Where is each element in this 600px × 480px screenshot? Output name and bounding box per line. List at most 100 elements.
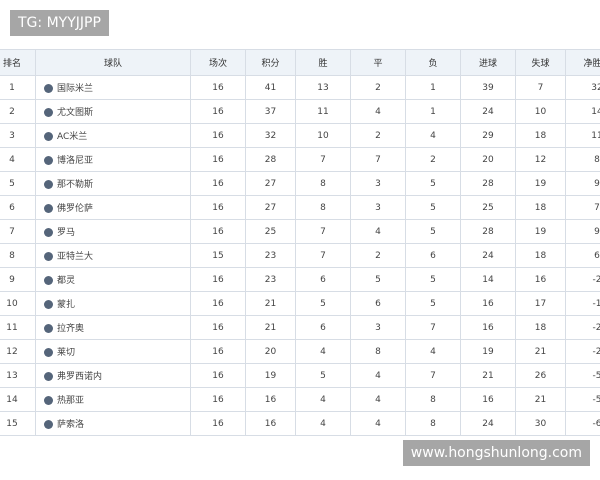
cell: 6 — [0, 195, 36, 220]
team-name: 热那亚 — [57, 396, 85, 406]
cell: 7 — [565, 195, 600, 220]
cell: 7 — [295, 219, 351, 244]
column-header: 积分 — [245, 49, 296, 76]
cell: 24 — [460, 99, 516, 124]
cell: 12 — [0, 339, 36, 364]
table-row: 2 尤文图斯 16371141241014 — [0, 99, 600, 124]
table-row: 6 佛罗伦萨 16 27 8 3 5 25 18 7 — [0, 195, 600, 220]
cell: 27 — [245, 171, 296, 196]
cell: 14 — [460, 267, 516, 292]
cell: 17 — [515, 291, 566, 316]
cell: 4 — [350, 99, 406, 124]
cell: 39 — [460, 75, 516, 100]
cell: 32 — [565, 75, 600, 100]
team-icon — [44, 348, 53, 357]
cell: 16 — [190, 219, 246, 244]
team-cell: 亚特兰大 — [35, 243, 191, 268]
cell: 18 — [515, 243, 566, 268]
cell: -1 — [565, 291, 600, 316]
cell: 15 — [0, 411, 36, 436]
cell: 25 — [460, 195, 516, 220]
cell: 2 — [405, 147, 461, 172]
team-name: 莱切 — [57, 348, 76, 358]
cell: -2 — [565, 315, 600, 340]
cell: 10 — [0, 291, 36, 316]
cell: 15 — [190, 243, 246, 268]
cell: 6 — [565, 243, 600, 268]
cell: 6 — [295, 267, 351, 292]
cell: 2 — [350, 243, 406, 268]
cell: 16 — [190, 147, 246, 172]
cell: 6 — [350, 291, 406, 316]
standings: 排名球队场次积分胜平负进球失球净胜球 1国际米兰16411321397322尤文… — [0, 49, 600, 436]
team-cell: 国际米兰 — [35, 75, 191, 100]
cell: 1 — [405, 99, 461, 124]
cell: 8 — [405, 411, 461, 436]
cell: 14 — [565, 99, 600, 124]
team-name: 尤文图斯 — [57, 108, 94, 118]
team-cell: 尤文图斯 — [35, 99, 191, 124]
watermark: www.hongshunlong.com — [402, 440, 590, 466]
cell: 16 — [190, 411, 246, 436]
cell: 18 — [515, 123, 566, 148]
cell: 5 — [0, 171, 36, 196]
cell: 37 — [245, 99, 296, 124]
cell: 2 — [350, 75, 406, 100]
cell: 3 — [350, 195, 406, 220]
cell: 7 — [405, 363, 461, 388]
team-name: AC米兰 — [57, 132, 88, 142]
cell: 4 — [405, 123, 461, 148]
team-cell: 莱切 — [35, 339, 191, 364]
cell: 28 — [460, 171, 516, 196]
cell: 1 — [0, 75, 36, 100]
team-icon — [44, 300, 53, 309]
team-cell: 都灵 — [35, 267, 191, 292]
team-cell: 罗马 — [35, 219, 191, 244]
cell: 5 — [350, 267, 406, 292]
column-header: 失球 — [515, 49, 566, 76]
cell: 7 — [515, 75, 566, 100]
cell: 16 — [460, 315, 516, 340]
table-row: 8 亚特兰大 15 23 7 2 6 24 18 6 — [0, 243, 600, 268]
column-header: 进球 — [460, 49, 516, 76]
cell: 24 — [460, 243, 516, 268]
team-name: 萨索洛 — [57, 420, 85, 430]
cell: 9 — [565, 219, 600, 244]
team-cell: 蒙扎 — [35, 291, 191, 316]
team-name: 弗罗西诺内 — [57, 372, 103, 382]
cell: 4 — [405, 339, 461, 364]
cell: 21 — [515, 387, 566, 412]
cell: 4 — [350, 411, 406, 436]
cell: 4 — [295, 339, 351, 364]
cell: 20 — [245, 339, 296, 364]
team-name: 博洛尼亚 — [57, 156, 94, 166]
team-icon — [44, 180, 53, 189]
team-cell: 弗罗西诺内 — [35, 363, 191, 388]
cell: 21 — [245, 315, 296, 340]
team-cell: 萨索洛 — [35, 411, 191, 436]
cell: 26 — [515, 363, 566, 388]
cell: 16 — [245, 411, 296, 436]
cell: 5 — [295, 363, 351, 388]
cell: 16 — [190, 99, 246, 124]
cell: 16 — [190, 315, 246, 340]
cell: 16 — [190, 363, 246, 388]
cell: 23 — [245, 243, 296, 268]
cell: 11 — [0, 315, 36, 340]
cell: 2 — [0, 99, 36, 124]
team-cell: 博洛尼亚 — [35, 147, 191, 172]
cell: 8 — [565, 147, 600, 172]
team-icon — [44, 156, 53, 165]
team-icon — [44, 204, 53, 213]
cell: 18 — [515, 195, 566, 220]
cell: 10 — [515, 99, 566, 124]
cell: 16 — [190, 339, 246, 364]
cell: 1 — [405, 75, 461, 100]
cell: -5 — [565, 387, 600, 412]
column-header: 场次 — [190, 49, 246, 76]
